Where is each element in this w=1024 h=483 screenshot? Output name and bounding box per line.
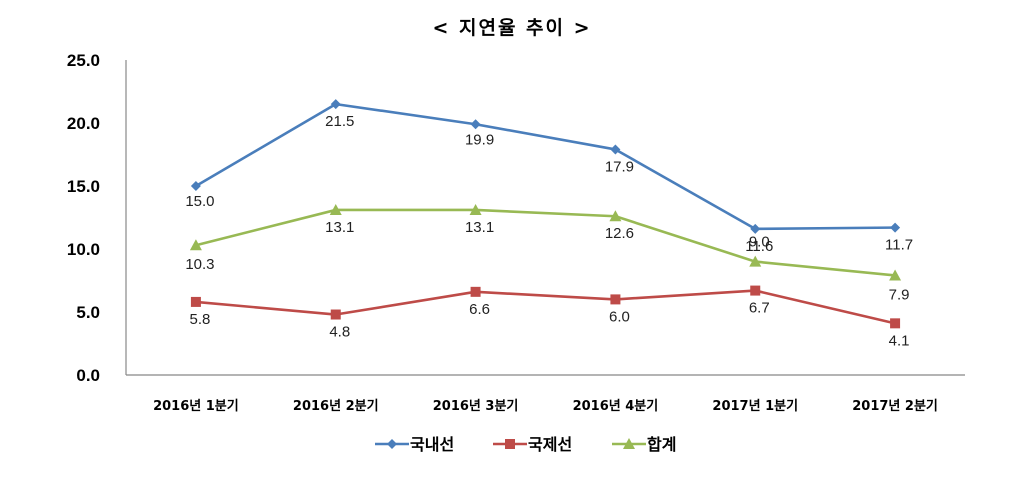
point-marker xyxy=(610,294,621,305)
data-label: 21.5 xyxy=(325,113,354,130)
point-marker xyxy=(189,239,202,251)
x-tick-label: 2017년 2분기 xyxy=(852,399,938,414)
y-tick-label: 5.0 xyxy=(76,303,100,322)
legend-item: 합계 xyxy=(612,435,676,454)
point-marker xyxy=(190,181,201,191)
legend: 국내선 국제선 합계 xyxy=(375,435,676,454)
data-label: 6.6 xyxy=(469,301,490,318)
y-tick-label: 20.0 xyxy=(67,114,100,133)
data-label: 6.7 xyxy=(749,300,770,317)
point-marker xyxy=(470,119,481,130)
x-tick-label: 2016년 2분기 xyxy=(293,399,379,414)
point-marker xyxy=(750,223,761,234)
data-label: 6.0 xyxy=(609,308,630,325)
data-label: 17.9 xyxy=(605,158,634,175)
data-label: 9.0 xyxy=(749,234,770,251)
point-marker xyxy=(329,203,342,215)
data-label: 12.6 xyxy=(605,225,634,242)
x-tick-label: 2016년 1분기 xyxy=(153,399,239,414)
point-marker xyxy=(330,99,341,110)
point-marker xyxy=(505,439,515,449)
data-label: 19.9 xyxy=(465,131,494,148)
series-국내선: 15.0 21.5 19.9 17.9 11.6 11.7 xyxy=(185,99,913,255)
y-tick-label: 10.0 xyxy=(67,240,100,259)
data-label: 7.9 xyxy=(889,286,910,303)
series-layer: 15.0 21.5 19.9 17.9 11.6 11.7 5.8 4.8 6.6 6.0 6.7 4… xyxy=(185,99,913,349)
y-tick-label: 0.0 xyxy=(76,366,100,385)
x-tick-label: 2017년 1분기 xyxy=(712,399,798,414)
data-label: 11.6 xyxy=(745,238,773,255)
point-marker xyxy=(330,309,341,320)
series-line xyxy=(195,208,896,277)
legend-item: 국제선 xyxy=(493,435,572,454)
point-marker xyxy=(890,318,901,329)
data-label: 4.8 xyxy=(329,324,350,341)
data-label: 13.1 xyxy=(325,219,354,236)
point-marker xyxy=(889,269,902,281)
y-tick-label: 25.0 xyxy=(67,51,100,70)
point-marker xyxy=(470,286,481,297)
x-tick-label: 2016년 4분기 xyxy=(573,399,659,414)
legend-item: 국내선 xyxy=(375,435,454,454)
point-marker xyxy=(749,255,762,267)
point-marker xyxy=(750,285,761,296)
legend-label: 국제선 xyxy=(528,435,572,454)
chart-title: < 지연율 추이 > xyxy=(432,17,591,39)
series-합계: 10.3 13.1 13.1 12.6 9.0 7.9 xyxy=(185,203,910,303)
y-tick-label: 15.0 xyxy=(67,177,100,196)
series-line xyxy=(195,102,896,231)
point-marker xyxy=(890,222,901,233)
legend-label: 합계 xyxy=(647,435,676,454)
series-국제선: 5.8 4.8 6.6 6.0 6.7 4.1 xyxy=(189,285,910,349)
point-marker xyxy=(609,210,622,222)
point-marker xyxy=(469,203,482,215)
legend-label: 국내선 xyxy=(410,435,454,454)
axes: 0.0 5.0 10.0 15.0 20.0 25.0 2016년 1분기 2016년 2분기… xyxy=(67,51,965,414)
data-label: 13.1 xyxy=(465,219,494,236)
point-marker xyxy=(387,439,397,449)
point-marker xyxy=(623,438,635,449)
data-label: 10.3 xyxy=(185,256,214,273)
x-tick-label: 2016년 3분기 xyxy=(433,399,519,414)
point-marker xyxy=(190,296,201,307)
data-label: 15.0 xyxy=(185,193,214,210)
point-marker xyxy=(610,144,621,155)
data-label: 11.7 xyxy=(885,237,913,254)
series-line xyxy=(195,289,896,325)
data-label: 4.1 xyxy=(889,332,910,349)
data-label: 5.8 xyxy=(189,311,210,328)
